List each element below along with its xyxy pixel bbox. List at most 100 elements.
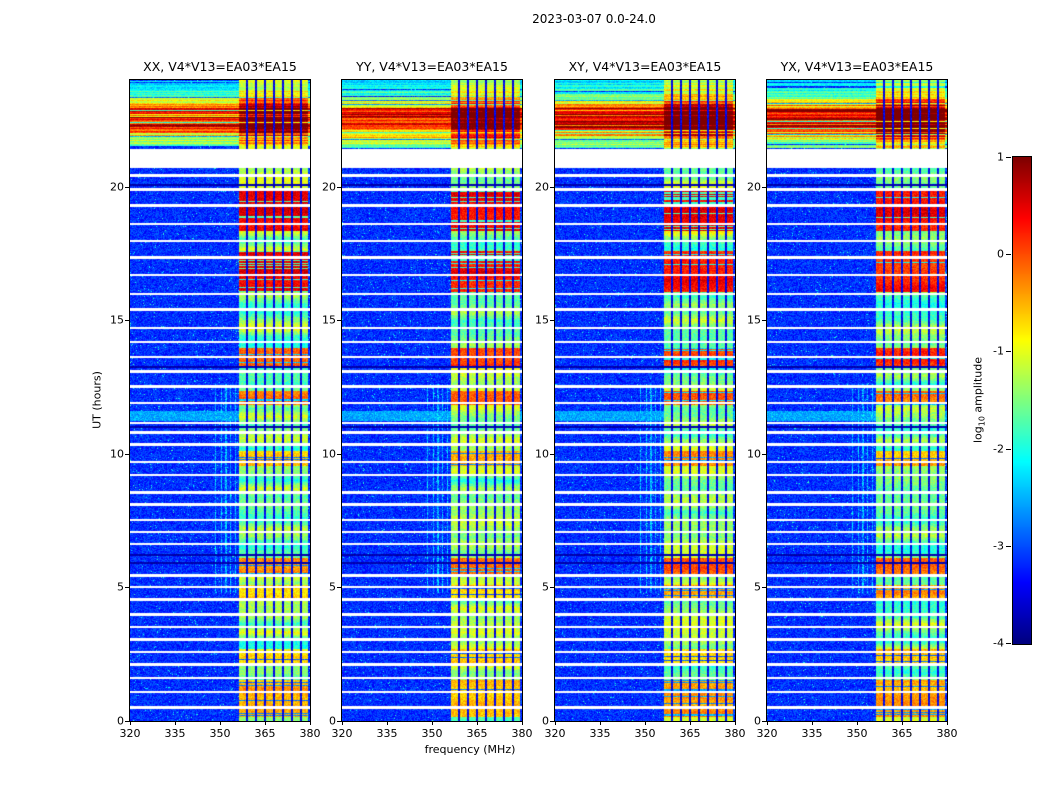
y-tick-mark <box>337 587 341 589</box>
colorbar-tick-mark <box>1006 254 1011 256</box>
y-tick-label: 0 <box>117 714 124 728</box>
y-tick-label: 5 <box>754 580 761 594</box>
y-axis-label: UT (hours) <box>90 371 104 429</box>
x-tick-mark <box>477 721 478 725</box>
y-tick-mark <box>125 186 129 188</box>
x-tick-mark <box>902 721 903 725</box>
colorbar-tick-mark <box>1006 448 1011 450</box>
colorbar-tick-label: 0 <box>997 247 1004 261</box>
spectrogram-xx <box>130 80 310 721</box>
spectrogram-yx <box>767 80 947 721</box>
x-tick-mark <box>857 721 858 725</box>
x-tick-mark <box>220 721 221 725</box>
y-tick-mark <box>337 186 341 188</box>
panel-xx <box>129 79 311 722</box>
colorbar-label-suffix: amplitude <box>971 356 985 417</box>
figure-title: 2023-03-07 0.0-24.0 <box>532 12 656 26</box>
y-tick-label: 5 <box>117 580 124 594</box>
colorbar-label: log10 amplitude <box>971 357 986 443</box>
panel-title-xy: XY, V4*V13=EA03*EA15 <box>568 59 722 74</box>
x-tick-label: 365 <box>679 727 701 740</box>
y-tick-label: 20 <box>322 180 336 194</box>
x-tick-label: 380 <box>511 727 533 740</box>
colorbar-tick-mark <box>1006 351 1011 353</box>
y-tick-label: 20 <box>747 180 761 194</box>
colorbar-tick-label: -4 <box>993 636 1004 650</box>
y-tick-mark <box>762 320 766 322</box>
x-tick-mark <box>600 721 601 725</box>
y-tick-label: 20 <box>110 180 124 194</box>
y-tick-mark <box>337 721 341 722</box>
x-tick-mark <box>645 721 646 725</box>
x-tick-mark <box>432 721 433 725</box>
x-tick-label: 320 <box>119 727 141 740</box>
x-tick-label: 320 <box>331 727 353 740</box>
spectrogram-xy <box>555 80 735 721</box>
panel-xy <box>554 79 736 722</box>
x-tick-mark <box>947 721 948 725</box>
x-tick-mark <box>555 721 556 725</box>
y-tick-label: 10 <box>322 447 336 461</box>
x-tick-label: 350 <box>209 727 231 740</box>
x-axis-label: frequency (MHz) <box>424 743 516 756</box>
y-tick-mark <box>762 587 766 589</box>
colorbar-gradient <box>1013 157 1031 644</box>
y-tick-label: 15 <box>110 313 124 327</box>
y-tick-label: 10 <box>110 447 124 461</box>
y-tick-label: 0 <box>329 714 336 728</box>
y-tick-mark <box>550 320 554 322</box>
y-tick-mark <box>550 453 554 455</box>
y-tick-label: 5 <box>542 580 549 594</box>
y-tick-label: 10 <box>747 447 761 461</box>
colorbar-frame <box>1012 156 1032 645</box>
y-tick-mark <box>125 587 129 589</box>
x-tick-label: 350 <box>846 727 868 740</box>
y-tick-label: 15 <box>535 313 549 327</box>
x-tick-mark <box>522 721 523 725</box>
colorbar-tick-mark <box>1006 643 1011 644</box>
x-tick-label: 320 <box>544 727 566 740</box>
y-tick-mark <box>550 721 554 722</box>
colorbar-tick-label: 1 <box>997 150 1004 164</box>
x-tick-mark <box>265 721 266 725</box>
y-tick-mark <box>550 587 554 589</box>
x-tick-mark <box>310 721 311 725</box>
x-tick-label: 365 <box>891 727 913 740</box>
y-tick-label: 20 <box>535 180 549 194</box>
y-tick-mark <box>125 721 129 722</box>
x-tick-label: 365 <box>254 727 276 740</box>
colorbar-tick-mark <box>1006 545 1011 547</box>
x-tick-label: 380 <box>299 727 321 740</box>
panel-title-yx: YX, V4*V13=EA03*EA15 <box>780 59 934 74</box>
x-tick-label: 335 <box>376 727 398 740</box>
y-tick-label: 15 <box>322 313 336 327</box>
colorbar-tick-label: -2 <box>993 442 1004 456</box>
colorbar-label-subscript: 10 <box>977 416 987 427</box>
y-tick-label: 0 <box>542 714 549 728</box>
x-tick-mark <box>342 721 343 725</box>
x-tick-label: 335 <box>164 727 186 740</box>
spectrogram-yy <box>342 80 522 721</box>
panel-title-xx: XX, V4*V13=EA03*EA15 <box>143 59 297 74</box>
x-tick-label: 365 <box>466 727 488 740</box>
y-tick-label: 15 <box>747 313 761 327</box>
x-tick-label: 380 <box>724 727 746 740</box>
x-tick-mark <box>812 721 813 725</box>
y-tick-label: 0 <box>754 714 761 728</box>
y-tick-mark <box>762 186 766 188</box>
colorbar-tick-label: -3 <box>993 539 1004 553</box>
y-tick-mark <box>125 320 129 322</box>
x-tick-label: 320 <box>756 727 778 740</box>
y-tick-mark <box>337 320 341 322</box>
colorbar-tick-mark <box>1006 157 1011 158</box>
x-tick-mark <box>175 721 176 725</box>
x-tick-mark <box>387 721 388 725</box>
x-tick-label: 350 <box>634 727 656 740</box>
y-tick-mark <box>337 453 341 455</box>
y-tick-mark <box>762 721 766 722</box>
colorbar-tick-label: -1 <box>993 344 1004 358</box>
x-tick-label: 380 <box>936 727 958 740</box>
y-tick-mark <box>550 186 554 188</box>
x-tick-mark <box>767 721 768 725</box>
